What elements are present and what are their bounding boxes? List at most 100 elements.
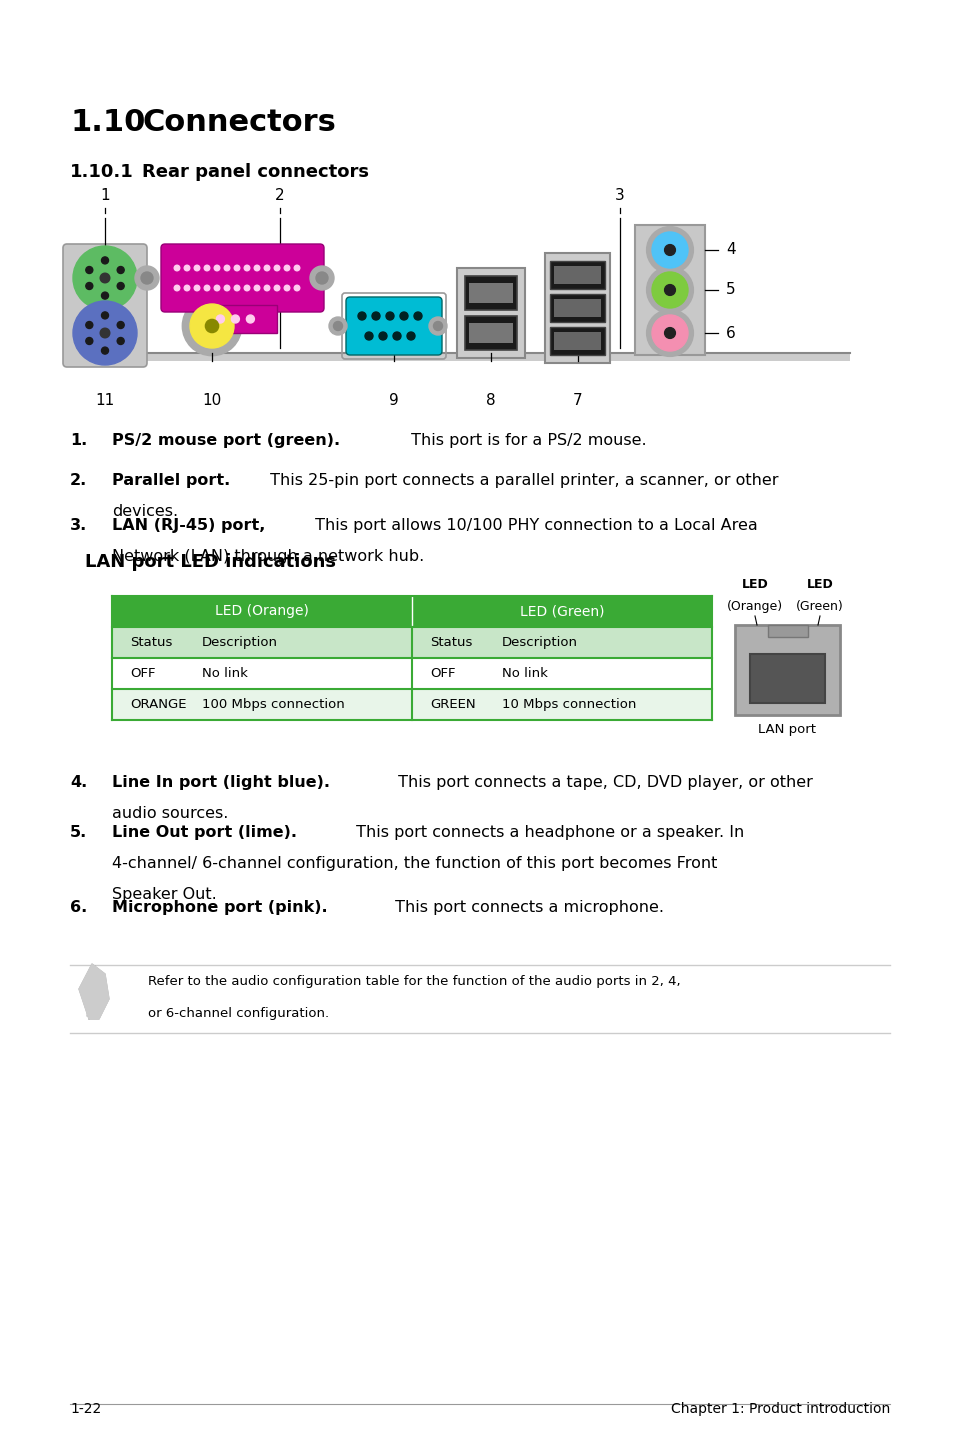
- Circle shape: [253, 265, 259, 270]
- Bar: [550, 326, 604, 355]
- Text: 10: 10: [202, 393, 221, 408]
- Circle shape: [214, 265, 219, 270]
- FancyBboxPatch shape: [63, 244, 147, 367]
- Circle shape: [135, 266, 159, 290]
- Text: GREEN: GREEN: [430, 697, 476, 710]
- Circle shape: [357, 312, 366, 321]
- Bar: [749, 653, 824, 703]
- Text: 6: 6: [725, 325, 735, 341]
- Circle shape: [117, 266, 124, 273]
- Text: ORANGE: ORANGE: [130, 697, 186, 710]
- Bar: [112, 627, 711, 659]
- Circle shape: [264, 285, 270, 290]
- Text: 1.10: 1.10: [70, 108, 145, 137]
- Bar: [734, 626, 840, 715]
- Bar: [464, 316, 517, 349]
- Circle shape: [117, 338, 124, 345]
- Text: OFF: OFF: [130, 667, 155, 680]
- Bar: [208, 305, 276, 334]
- Circle shape: [646, 309, 693, 357]
- Circle shape: [334, 322, 342, 331]
- Text: Description: Description: [202, 636, 277, 649]
- FancyBboxPatch shape: [346, 298, 441, 355]
- Text: LAN port LED indications: LAN port LED indications: [85, 554, 335, 571]
- Bar: [469, 324, 513, 344]
- Circle shape: [184, 285, 190, 290]
- Circle shape: [246, 315, 254, 324]
- Text: This 25-pin port connects a parallel printer, a scanner, or other: This 25-pin port connects a parallel pri…: [264, 473, 778, 487]
- Text: PS/2 mouse port (green).: PS/2 mouse port (green).: [112, 433, 340, 449]
- Circle shape: [86, 282, 92, 289]
- Text: 6.: 6.: [70, 900, 87, 915]
- Text: Connectors: Connectors: [142, 108, 335, 137]
- Text: OFF: OFF: [430, 667, 455, 680]
- Bar: [70, 352, 849, 361]
- Text: 100 Mbps connection: 100 Mbps connection: [202, 697, 344, 710]
- Circle shape: [664, 244, 675, 256]
- Circle shape: [182, 296, 241, 355]
- Circle shape: [101, 347, 109, 354]
- Circle shape: [73, 246, 137, 311]
- Circle shape: [651, 315, 687, 351]
- Circle shape: [651, 272, 687, 308]
- Circle shape: [284, 285, 290, 290]
- Text: This port is for a PS/2 mouse.: This port is for a PS/2 mouse.: [406, 433, 646, 449]
- Text: No link: No link: [501, 667, 547, 680]
- Text: 8: 8: [486, 393, 496, 408]
- Text: This port connects a microphone.: This port connects a microphone.: [390, 900, 663, 915]
- Text: 1.: 1.: [70, 433, 87, 449]
- Circle shape: [214, 285, 219, 290]
- Circle shape: [101, 292, 109, 299]
- Text: 11: 11: [95, 393, 114, 408]
- Text: LED: LED: [806, 578, 833, 591]
- Bar: [112, 595, 711, 627]
- Circle shape: [329, 316, 347, 335]
- Bar: [550, 293, 604, 322]
- Text: 10 Mbps connection: 10 Mbps connection: [501, 697, 636, 710]
- Text: Network (LAN) through a network hub.: Network (LAN) through a network hub.: [112, 549, 424, 564]
- Circle shape: [372, 312, 379, 321]
- Circle shape: [646, 266, 693, 313]
- Circle shape: [100, 273, 110, 283]
- Text: 1-22: 1-22: [70, 1402, 101, 1416]
- Text: Rear panel connectors: Rear panel connectors: [142, 162, 369, 181]
- Text: 2: 2: [274, 188, 285, 203]
- Circle shape: [646, 227, 693, 273]
- Text: or 6-channel configuration.: or 6-channel configuration.: [148, 1007, 329, 1020]
- Text: Description: Description: [501, 636, 578, 649]
- Text: 5: 5: [725, 282, 735, 298]
- Circle shape: [294, 265, 299, 270]
- Circle shape: [378, 332, 387, 339]
- Text: 1.10.1: 1.10.1: [70, 162, 133, 181]
- Circle shape: [204, 285, 210, 290]
- Circle shape: [264, 265, 270, 270]
- Circle shape: [224, 265, 230, 270]
- Circle shape: [284, 265, 290, 270]
- Circle shape: [141, 272, 152, 283]
- Circle shape: [244, 285, 250, 290]
- Text: 2.: 2.: [70, 473, 87, 487]
- Circle shape: [73, 301, 137, 365]
- Circle shape: [101, 257, 109, 265]
- Circle shape: [101, 312, 109, 319]
- Circle shape: [204, 265, 210, 270]
- Circle shape: [233, 285, 239, 290]
- Bar: [464, 276, 517, 311]
- Text: (Orange): (Orange): [726, 600, 782, 613]
- Text: LAN (RJ-45) port,: LAN (RJ-45) port,: [112, 518, 265, 533]
- Circle shape: [117, 322, 124, 328]
- Text: audio sources.: audio sources.: [112, 807, 228, 821]
- Polygon shape: [79, 963, 109, 1020]
- Text: 5.: 5.: [70, 825, 87, 840]
- Text: 4.: 4.: [70, 775, 87, 789]
- Circle shape: [253, 285, 259, 290]
- Circle shape: [664, 285, 675, 295]
- Circle shape: [184, 265, 190, 270]
- Text: Speaker Out.: Speaker Out.: [112, 887, 216, 902]
- Bar: [554, 299, 600, 316]
- Circle shape: [315, 272, 328, 283]
- Text: Parallel port.: Parallel port.: [112, 473, 230, 487]
- Circle shape: [664, 328, 675, 338]
- Circle shape: [386, 312, 394, 321]
- Circle shape: [224, 285, 230, 290]
